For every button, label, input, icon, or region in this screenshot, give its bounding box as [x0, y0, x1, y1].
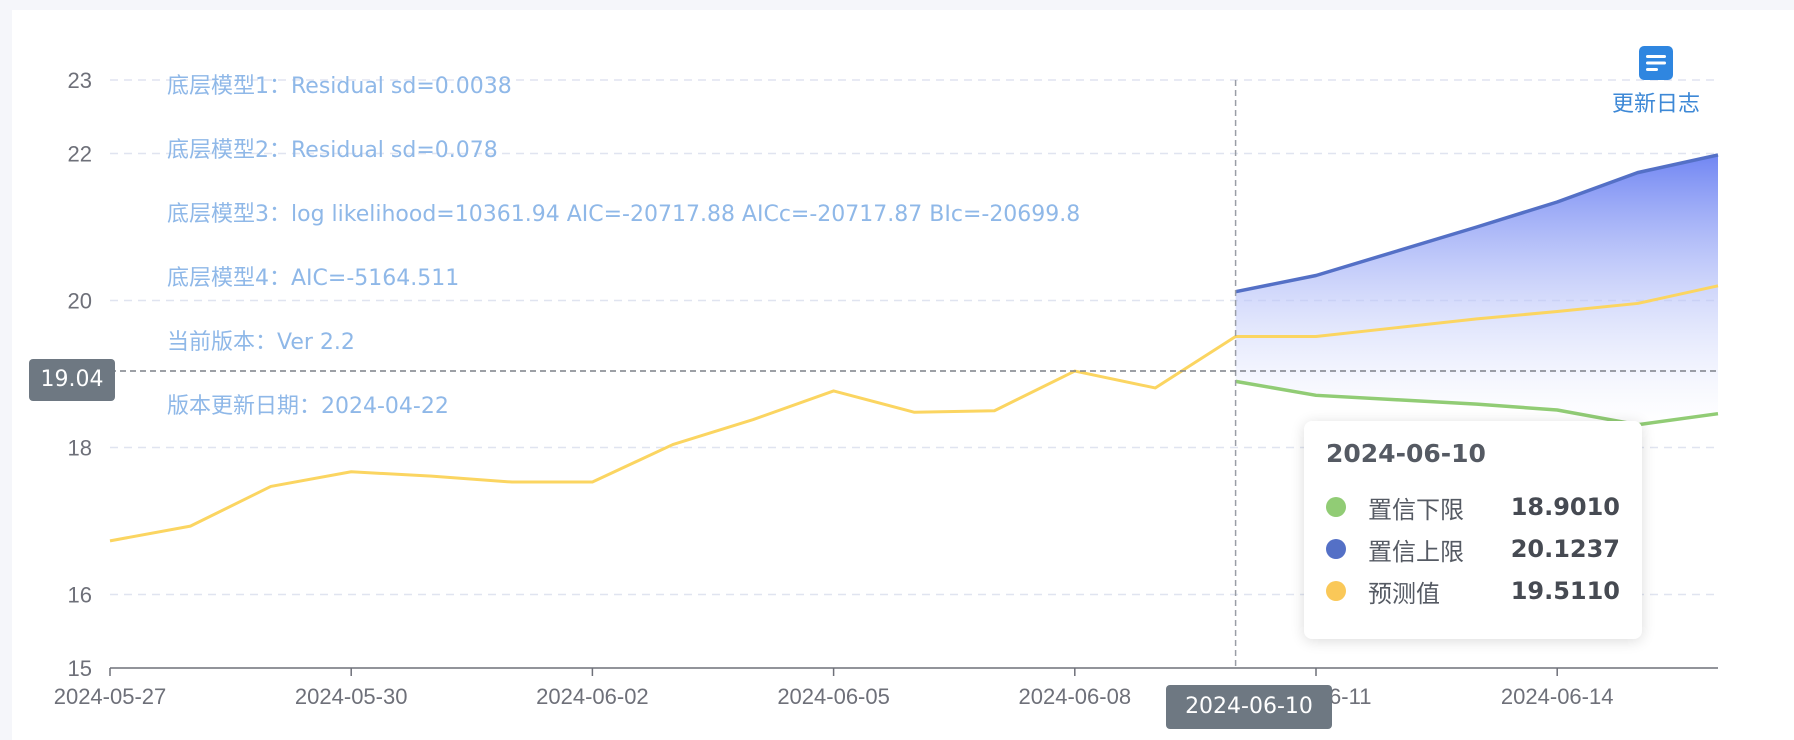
confidence-band-area: [1235, 154, 1718, 425]
y-tick-label: 20: [68, 289, 92, 314]
tooltip-row-forecast: 预测值 19.5110: [1326, 570, 1620, 612]
tooltip-series-name: 置信上限: [1368, 537, 1464, 566]
tooltip-title: 2024-06-10: [1326, 439, 1486, 468]
confidence-band: [1235, 154, 1718, 425]
annotation-update-date: 版本更新日期：2024-04-22: [167, 394, 449, 419]
document-list-icon: [1639, 46, 1673, 80]
tooltip-series-name: 置信下限: [1368, 495, 1464, 524]
y-tick-label: 16: [68, 583, 92, 608]
x-tick-label: 2024-06-14: [1501, 684, 1614, 709]
x-tick-label: 2024-06-08: [1019, 684, 1132, 709]
x-tick-label: 2024-06-02: [536, 684, 649, 709]
tooltip-row-upper: 置信上限 20.1237: [1326, 528, 1620, 570]
series-line-forecast: [109, 284, 1719, 543]
update-log-label: 更新日志: [1611, 92, 1700, 117]
x-pointer-label: 2024-06-10: [1166, 685, 1332, 729]
axis-pointer: [110, 80, 1718, 668]
chart-card: 15 16 18 20 22 23 2024-05-27 2024-05-30 2024-06-…: [12, 10, 1794, 740]
forecast-dot-icon: [1326, 581, 1346, 601]
annotation-model-1: 底层模型1：Residual sd=0.0038: [167, 74, 512, 99]
annotation-model-4: 底层模型4：AIC=-5164.511: [167, 266, 460, 291]
annotation-model-2: 底层模型2：Residual sd=0.078: [167, 138, 498, 163]
y-tick-label: 15: [68, 656, 92, 681]
annotation-version: 当前版本：Ver 2.2: [167, 330, 355, 355]
tooltip-series-value: 18.9010: [1510, 493, 1620, 521]
y-pointer-label: 19.04: [29, 359, 115, 401]
tooltip-row-lower: 置信下限 18.9010: [1326, 486, 1620, 528]
grid-lines: [110, 79, 1718, 596]
x-tick-label: 2024-06-05: [777, 684, 890, 709]
tooltip-series-name: 预测值: [1368, 579, 1440, 608]
lower-bound-dot-icon: [1326, 497, 1346, 517]
annotation-model-3: 底层模型3：log likelihood=10361.94 AIC=-20717…: [167, 202, 1081, 227]
line-chart: 15 16 18 20 22 23 2024-05-27 2024-05-30 2024-06-…: [54, 68, 1719, 709]
axes: 15 16 18 20 22 23 2024-05-27 2024-05-30 2024-06-…: [54, 68, 1718, 709]
update-log-button[interactable]: 更新日志: [1597, 44, 1715, 122]
tooltip: 2024-06-10 置信下限 18.9010 置信上限 20.1237 预测值…: [1304, 421, 1642, 639]
y-tick-label: 22: [68, 142, 92, 167]
tooltip-series-value: 20.1237: [1510, 535, 1620, 563]
x-tick-label: 2024-05-30: [295, 684, 408, 709]
upper-bound-dot-icon: [1326, 539, 1346, 559]
y-tick-label: 18: [68, 436, 92, 461]
x-tick-label: 2024-05-27: [54, 684, 167, 709]
series-line-upper-bound: [1235, 153, 1719, 294]
y-tick-label: 23: [68, 68, 92, 93]
tooltip-series-value: 19.5110: [1510, 577, 1620, 605]
